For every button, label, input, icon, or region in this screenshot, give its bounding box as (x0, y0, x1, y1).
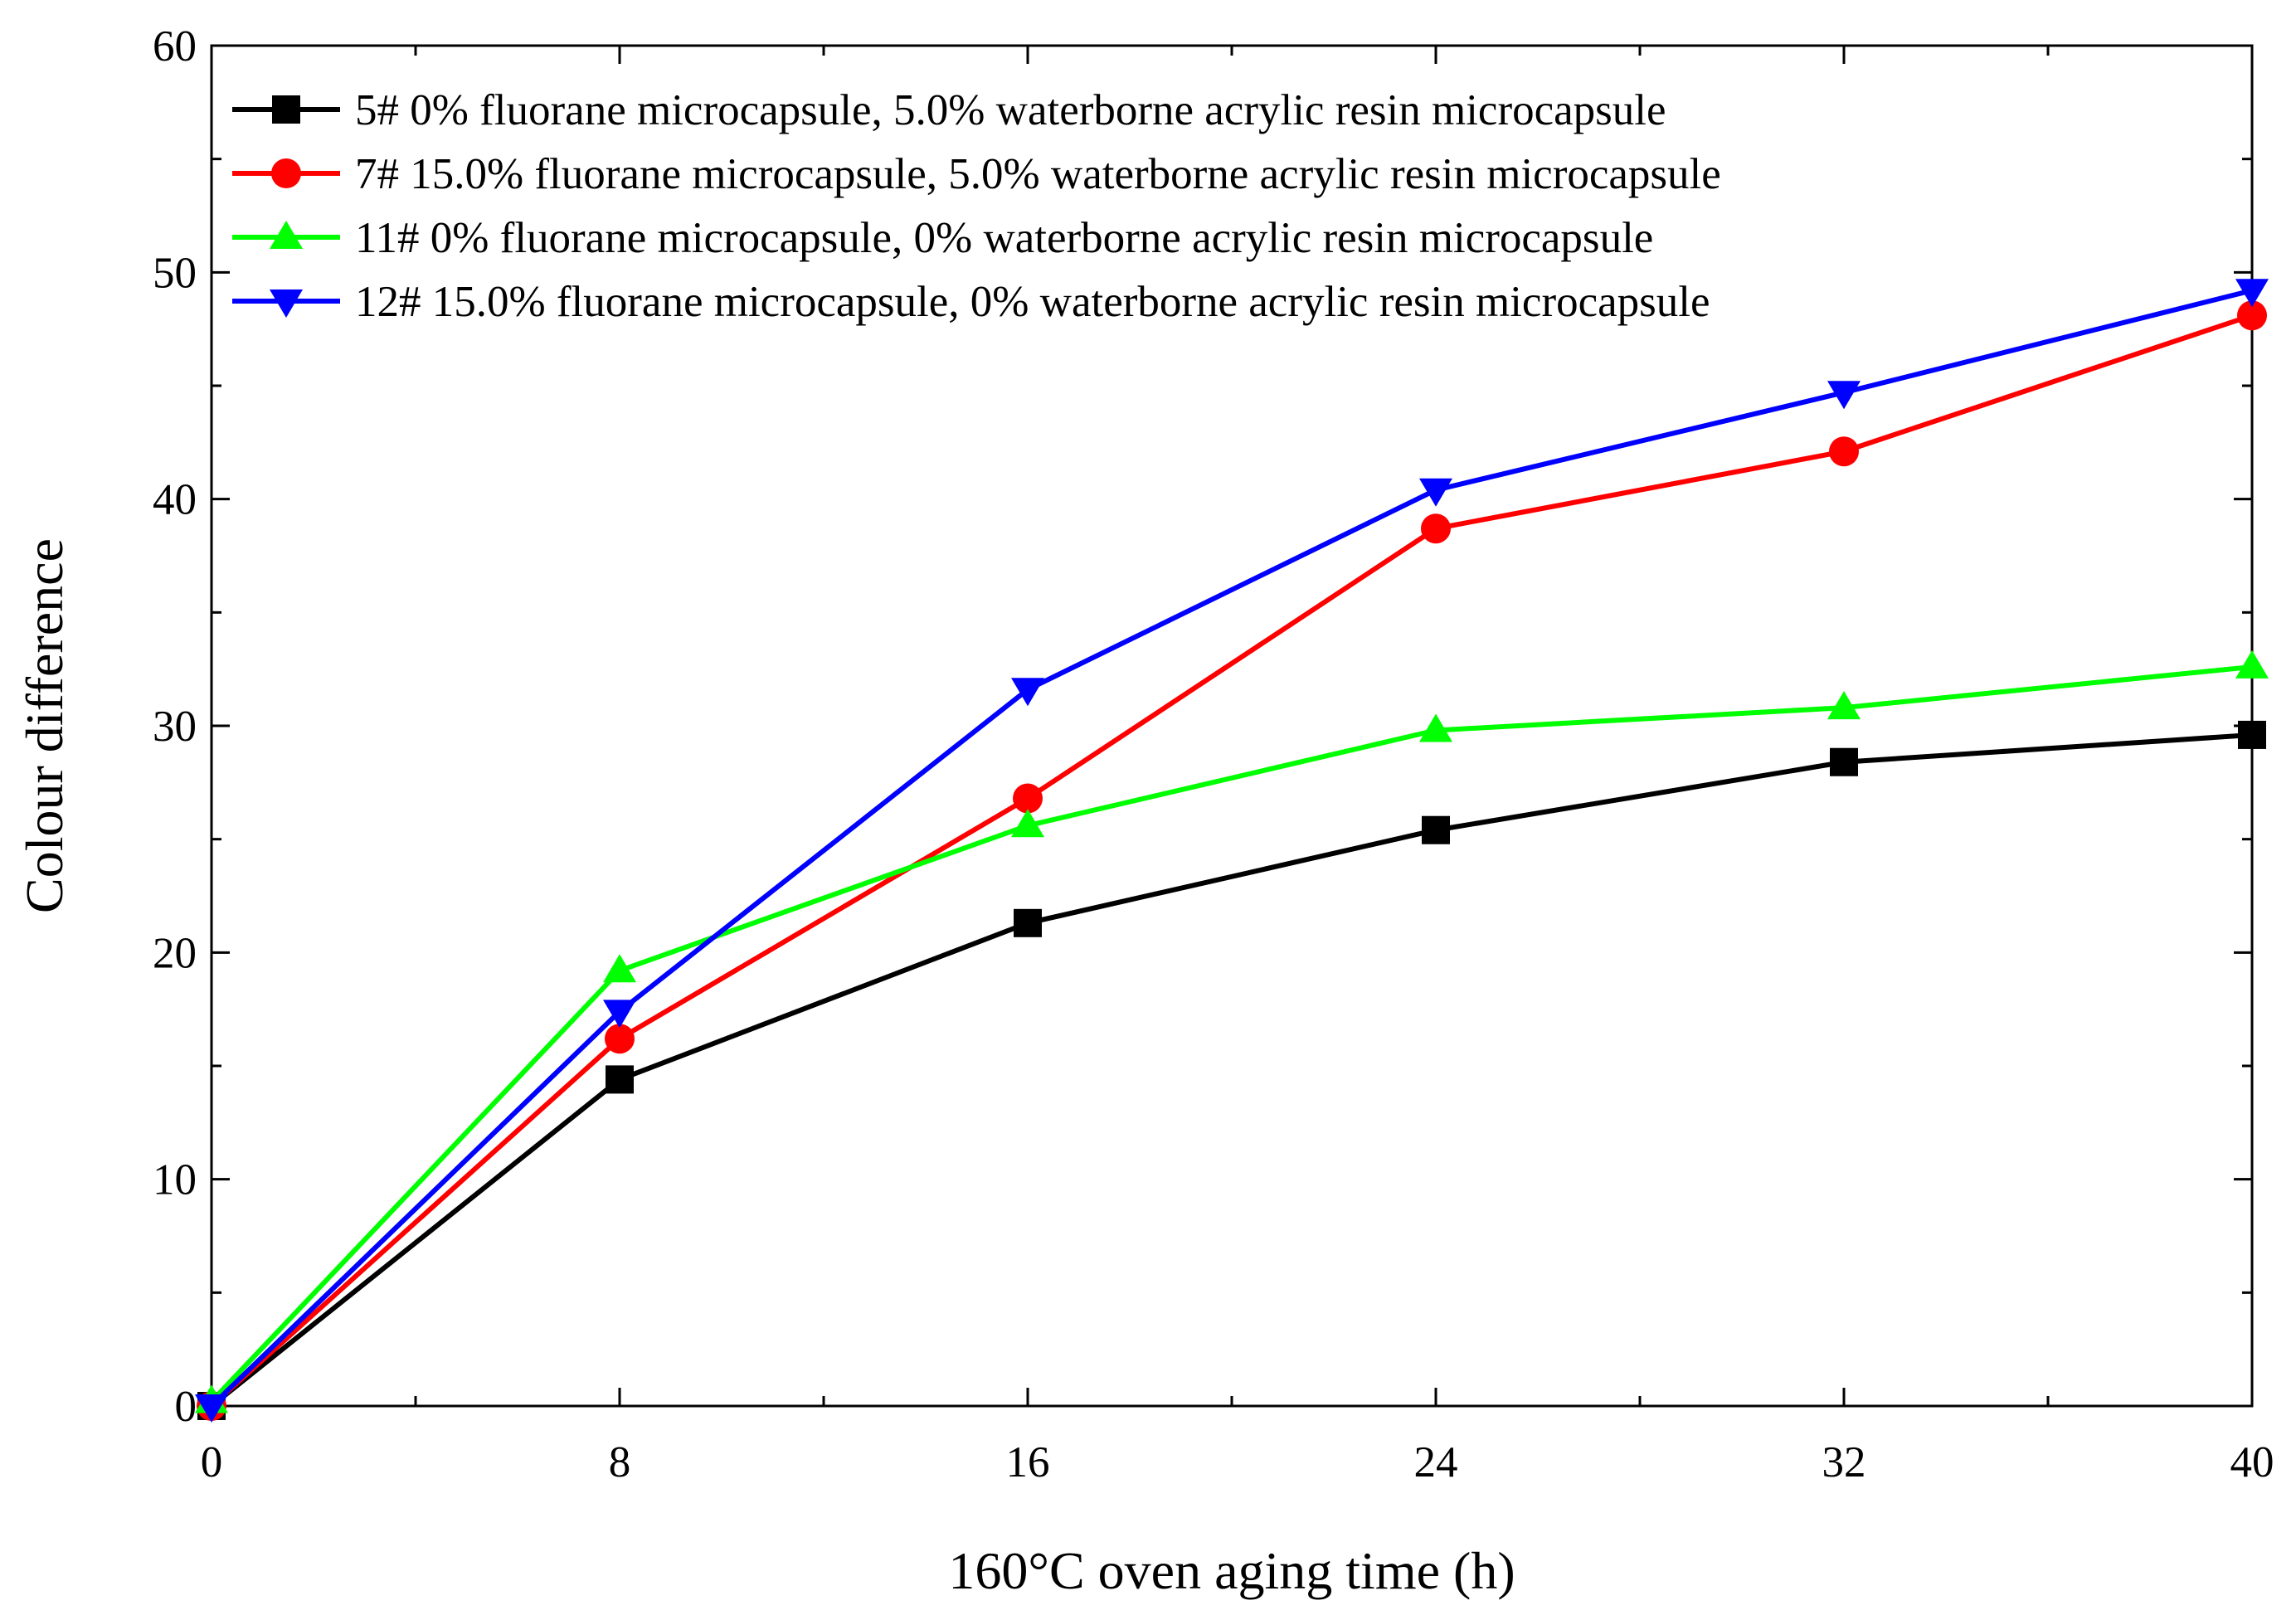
x-tick-label: 0 (201, 1438, 223, 1486)
y-tick-label: 20 (153, 929, 197, 977)
x-tick-label: 16 (1006, 1438, 1050, 1486)
data-point (1827, 691, 1861, 720)
series-line (209, 288, 2253, 1408)
legend-label: 12# 15.0% fluorane microcapsule, 0% wate… (355, 278, 1710, 326)
data-point (1419, 478, 1452, 507)
series-2 (195, 649, 2269, 1413)
data-point (1011, 809, 1044, 838)
x-axis-title: 160°C oven aging time (h) (948, 1541, 1515, 1600)
series-1 (197, 300, 2267, 1421)
data-point (195, 1394, 228, 1423)
data-point (1827, 381, 1861, 410)
data-point (2235, 279, 2269, 308)
series-line (210, 732, 2253, 1408)
x-tick-label: 24 (1414, 1438, 1458, 1486)
legend-item: 7# 15.0% fluorane microcapsule, 5.0% wat… (232, 150, 1721, 198)
series-line (209, 664, 2253, 1404)
series-line (209, 313, 2253, 1408)
x-axis-ticks: 0 8 16 24 32 40 (201, 46, 2274, 1486)
y-tick-label: 0 (175, 1383, 197, 1431)
data-point (606, 1065, 634, 1094)
x-tick-label: 40 (2230, 1438, 2274, 1486)
data-point (1830, 747, 1858, 776)
legend-item: 5# 0% fluorane microcapsule, 5.0% waterb… (232, 86, 1666, 134)
legend-label: 5# 0% fluorane microcapsule, 5.0% waterb… (355, 86, 1666, 134)
legend-marker (270, 221, 303, 249)
y-tick-label: 40 (153, 476, 197, 524)
data-point (1013, 783, 1043, 814)
legend-item: 11# 0% fluorane microcapsule, 0% waterbo… (232, 214, 1653, 262)
legend-item: 12# 15.0% fluorane microcapsule, 0% wate… (232, 278, 1710, 326)
data-point (603, 954, 636, 983)
data-point (605, 1024, 635, 1054)
series-layer (195, 279, 2269, 1423)
series-3 (195, 279, 2269, 1423)
legend-marker (272, 95, 300, 124)
data-point (1829, 436, 1859, 467)
legend-label: 11# 0% fluorane microcapsule, 0% waterbo… (355, 214, 1653, 262)
data-point (2237, 300, 2267, 331)
y-axis-title: Colour difference (15, 538, 74, 913)
legend-marker (271, 158, 301, 188)
legend: 5# 0% fluorane microcapsule, 5.0% waterb… (232, 86, 1721, 326)
data-point (1422, 815, 1450, 844)
y-tick-label: 60 (153, 22, 197, 71)
legend-label: 7# 15.0% fluorane microcapsule, 5.0% wat… (355, 150, 1721, 198)
y-axis-ticks: 0 10 20 30 40 50 60 (153, 22, 2252, 1431)
data-point (1419, 713, 1452, 742)
data-point (2238, 720, 2266, 749)
data-point (1421, 513, 1451, 544)
x-tick-label: 8 (609, 1438, 631, 1486)
y-tick-label: 50 (153, 249, 197, 297)
data-point (603, 1000, 636, 1029)
y-tick-label: 30 (153, 703, 197, 751)
data-point (1011, 678, 1044, 707)
data-point (1014, 908, 1042, 937)
x-tick-label: 32 (1822, 1438, 1866, 1486)
y-tick-label: 10 (153, 1156, 197, 1204)
series-0 (197, 720, 2266, 1420)
data-point (2235, 649, 2269, 679)
legend-marker (270, 289, 303, 318)
